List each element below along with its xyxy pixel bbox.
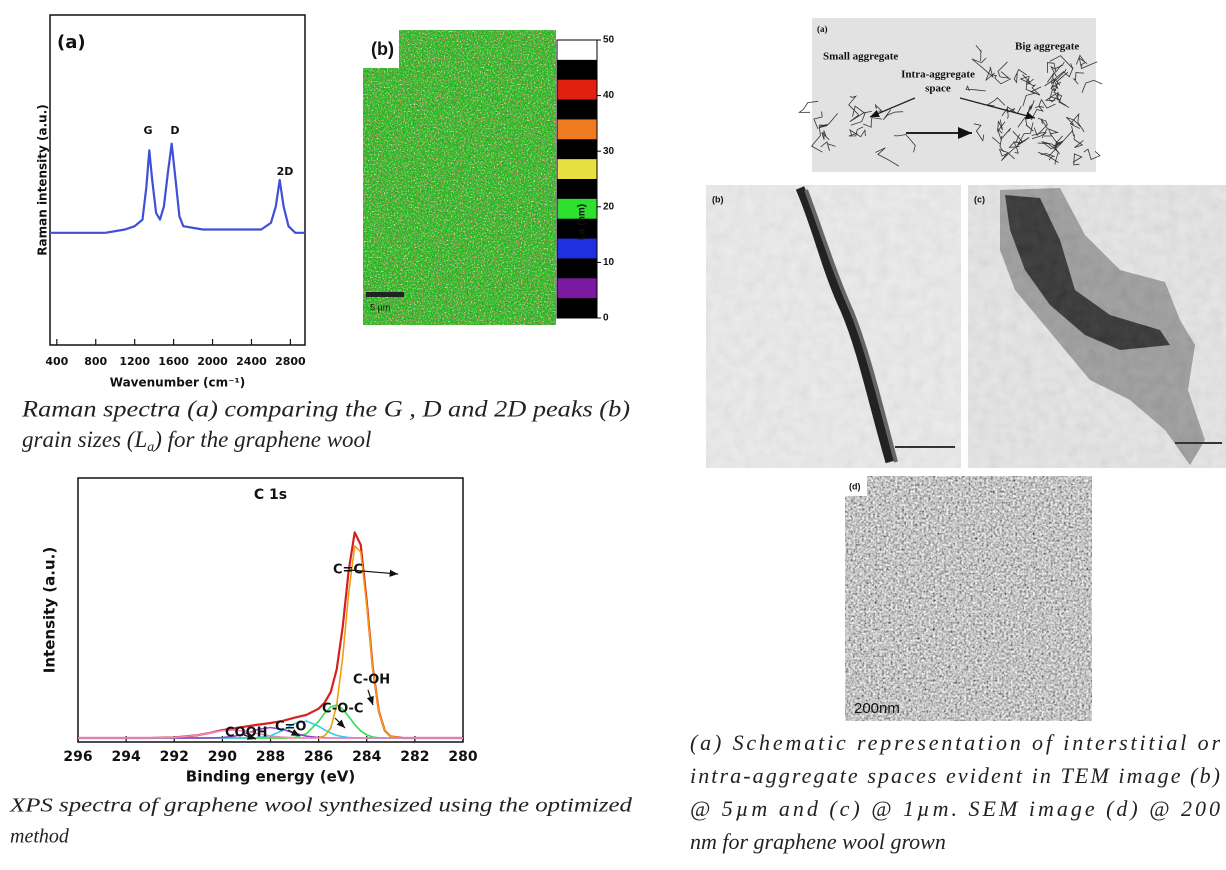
x-tick-label: 2400	[236, 355, 267, 368]
caption-subscript: a	[147, 440, 154, 455]
x-tick-label: 282	[400, 749, 429, 765]
caption: XPS spectra of graphene wool synthesized…	[9, 795, 633, 817]
colorbar-band	[557, 139, 597, 159]
peak-label: D	[170, 124, 179, 137]
series-line	[78, 705, 463, 738]
colorbar-band	[557, 298, 597, 318]
x-axis-title: Binding energy (eV)	[186, 768, 355, 786]
colorbar-band	[557, 40, 597, 60]
colorbar-tick-label: 40	[603, 90, 615, 101]
sem-image: (d) 200nm	[845, 476, 1092, 721]
scale-label: 200nm	[854, 700, 900, 717]
series-line	[78, 546, 463, 738]
scale-bar	[366, 292, 404, 297]
annotation-arrow	[368, 690, 373, 705]
chart: 296 294 292 290 288 286 284 282 280 Binding energ…	[41, 478, 478, 786]
colorbar-band	[557, 278, 597, 298]
caption: Raman spectra (a) comparing the G , D an…	[21, 396, 630, 421]
caption: nm for graphene wool grown	[690, 829, 946, 854]
raman-map: (b) 5 µm 0 10 20 30 40 50 La (nm)	[363, 30, 615, 325]
y-axis-title: Raman intensity (a.u.)	[36, 104, 50, 255]
series-line	[78, 532, 463, 738]
colorbar-band	[557, 60, 597, 80]
panel-label: (a)	[817, 24, 828, 34]
caption: grain sizes (La) for the graphene wool	[22, 427, 371, 455]
colorbar: 0 10 20 30 40 50	[557, 35, 615, 324]
colorbar-tick-label: 0	[603, 313, 609, 324]
colorbar-label: La (nm)	[577, 204, 588, 240]
caption-part: ) for the graphene wool	[152, 427, 371, 452]
schematic-label: Big aggregate	[1015, 41, 1079, 53]
x-tick-label: 290	[208, 749, 237, 765]
colorbar-band	[557, 159, 597, 179]
tem-texture	[968, 185, 1226, 468]
caption: (a) Schematic representation of intersti…	[690, 730, 1220, 755]
x-tick-label: 286	[304, 749, 333, 765]
colorbar-tick-label: 20	[603, 201, 615, 212]
peak-label: G	[143, 124, 152, 137]
colorbar-tick-label: 10	[603, 257, 615, 268]
plot-frame	[50, 15, 305, 345]
caption: @ 5µm and (c) @ 1µm. SEM image (d) @ 200	[690, 796, 1220, 821]
colorbar-band	[557, 258, 597, 278]
series-line	[50, 144, 305, 233]
colorbar-tick-label: 30	[603, 146, 615, 157]
panel-label: (c)	[974, 194, 985, 204]
x-tick-label: 294	[112, 749, 141, 765]
panel-label: (a)	[57, 32, 86, 53]
caption: intra-aggregate spaces evident in TEM im…	[690, 763, 1220, 788]
schematic-label: Small aggregate	[823, 51, 898, 63]
figure-page: (b) 5 µm 0 10 20 30 40 50 La (nm) (a) Small a…	[0, 0, 1226, 870]
peak-annotation: C-O-C	[322, 702, 363, 717]
x-tick-label: 1600	[158, 355, 189, 368]
x-tick-label: 284	[352, 749, 381, 765]
x-tick-label: 400	[45, 355, 68, 368]
caption-part: grain sizes (L	[22, 427, 147, 452]
schematic-label: Intra-aggregate	[901, 69, 975, 81]
colorbar-band	[557, 239, 597, 259]
colorbar-tick-label: 50	[603, 35, 615, 46]
chart: 400 800 1200 1600 2000 2400 2800 Wavenumber (cm…	[36, 15, 307, 390]
x-tick-label: 2000	[197, 355, 228, 368]
x-tick-label: 292	[160, 749, 189, 765]
chart-title: C 1s	[254, 487, 287, 503]
schematic-label: space	[925, 83, 951, 95]
plot-frame	[78, 478, 463, 742]
peak-annotation: C=C	[333, 563, 363, 578]
x-tick-label: 280	[448, 749, 477, 765]
schematic: (a) Small aggregate Intra-aggregate spac…	[799, 18, 1102, 172]
tem-image: (c)	[968, 185, 1226, 468]
sem-texture	[845, 476, 1092, 721]
colorbar-band	[557, 100, 597, 120]
peak-annotation: COOH	[225, 726, 268, 741]
colorbar-band	[557, 80, 597, 100]
peak-annotation: C-OH	[353, 673, 390, 688]
x-axis-title: Wavenumber (cm⁻¹)	[110, 376, 245, 390]
colorbar-band	[557, 119, 597, 139]
caption: method	[10, 826, 70, 848]
panel-label: (d)	[849, 481, 861, 491]
x-tick-label: 1200	[119, 355, 150, 368]
x-tick-label: 296	[63, 749, 92, 765]
tem-image: (b)	[706, 185, 961, 468]
map-texture	[363, 30, 556, 325]
panel-label: (b)	[371, 39, 394, 59]
x-tick-label: 800	[84, 355, 107, 368]
peak-annotation: C=O	[275, 720, 306, 735]
scale-label: 5 µm	[370, 302, 390, 312]
x-tick-label: 2800	[275, 355, 306, 368]
colorbar-band	[557, 179, 597, 199]
x-tick-label: 288	[256, 749, 285, 765]
tem-texture	[706, 185, 961, 468]
peak-label: 2D	[277, 165, 294, 178]
annotation-arrow	[335, 718, 345, 728]
panel-label: (b)	[712, 194, 724, 204]
y-axis-title: Intensity (a.u.)	[41, 547, 59, 673]
